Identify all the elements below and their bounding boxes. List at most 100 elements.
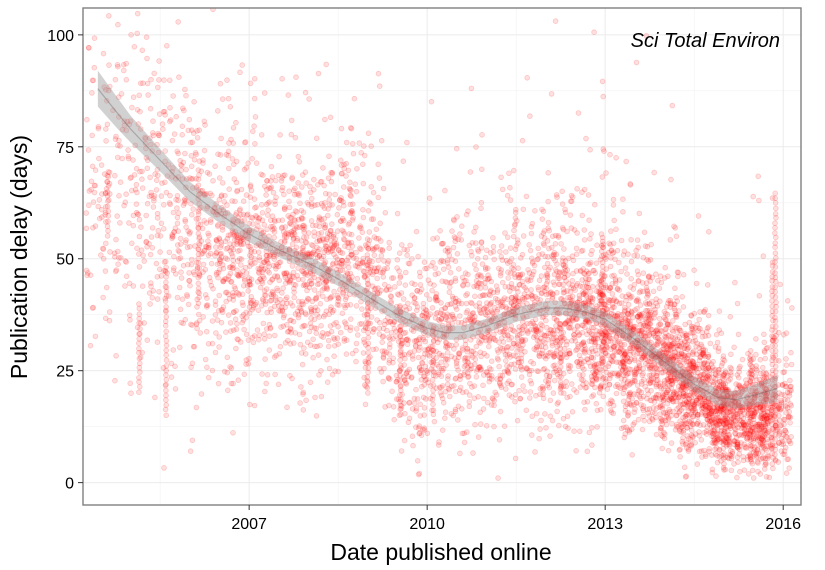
- data-point: [259, 210, 266, 216]
- data-point: [647, 256, 654, 263]
- data-point: [304, 261, 310, 268]
- data-point: [285, 231, 292, 238]
- data-point: [507, 184, 513, 191]
- data-point: [135, 211, 141, 218]
- data-point: [409, 433, 416, 440]
- data-point: [176, 256, 182, 262]
- data-point: [640, 270, 647, 276]
- data-point: [519, 326, 525, 333]
- data-point: [298, 184, 305, 190]
- data-point: [222, 255, 229, 262]
- data-point: [107, 191, 113, 197]
- data-point: [157, 266, 163, 273]
- data-point: [526, 242, 532, 248]
- data-point: [127, 0, 132, 2]
- data-point: [266, 269, 273, 276]
- data-point: [359, 161, 366, 168]
- data-point: [269, 288, 276, 295]
- data-point: [486, 337, 492, 343]
- data-point: [188, 364, 194, 371]
- data-point: [558, 295, 564, 302]
- data-point: [546, 384, 552, 391]
- data-point: [216, 256, 223, 263]
- data-point: [167, 201, 174, 208]
- data-point: [649, 415, 655, 422]
- data-point: [242, 229, 249, 235]
- data-point: [374, 317, 380, 323]
- data-point: [323, 61, 330, 68]
- data-point: [343, 351, 350, 357]
- data-point: [247, 282, 254, 288]
- data-point: [380, 258, 387, 264]
- data-point: [201, 147, 208, 154]
- data-point: [610, 196, 617, 203]
- data-point: [164, 270, 170, 276]
- data-point: [290, 318, 297, 325]
- data-point: [528, 274, 535, 280]
- data-point: [192, 150, 199, 156]
- data-point: [415, 336, 422, 343]
- data-point: [281, 312, 287, 319]
- data-point: [536, 435, 542, 442]
- data-point: [194, 135, 201, 141]
- data-point: [289, 174, 296, 181]
- data-point: [324, 286, 331, 292]
- data-point: [514, 340, 520, 347]
- data-point: [88, 186, 94, 193]
- data-point: [253, 242, 260, 249]
- data-point: [450, 412, 457, 419]
- data-point: [660, 397, 667, 404]
- data-point: [527, 113, 533, 119]
- data-point: [254, 278, 261, 285]
- data-point: [527, 247, 534, 254]
- data-point: [229, 253, 236, 259]
- data-point: [316, 216, 323, 222]
- data-point: [420, 336, 427, 343]
- data-point: [143, 155, 150, 161]
- data-point: [100, 50, 107, 57]
- data-point: [253, 204, 259, 210]
- data-point: [569, 293, 576, 300]
- data-point: [271, 354, 278, 360]
- data-point: [191, 99, 197, 105]
- data-point: [175, 150, 182, 157]
- data-point: [292, 330, 299, 336]
- data-point: [420, 354, 426, 361]
- data-point: [295, 314, 302, 321]
- data-point: [170, 347, 177, 353]
- data-point: [134, 189, 140, 196]
- data-point: [258, 132, 265, 138]
- data-point: [266, 263, 272, 270]
- data-point: [175, 228, 182, 235]
- data-point: [511, 328, 517, 335]
- data-point: [477, 349, 484, 356]
- data-point: [326, 197, 333, 203]
- data-point: [327, 306, 334, 313]
- data-point: [474, 255, 481, 262]
- data-point: [334, 211, 341, 218]
- data-point: [139, 283, 146, 290]
- data-point: [651, 332, 657, 339]
- data-point: [298, 207, 305, 214]
- data-point: [95, 124, 102, 130]
- data-point: [281, 232, 288, 238]
- data-point: [186, 277, 193, 284]
- data-point: [201, 248, 207, 254]
- data-point: [174, 148, 181, 155]
- data-point: [194, 264, 201, 271]
- data-point: [300, 301, 306, 308]
- data-point: [233, 210, 240, 216]
- data-point: [620, 196, 626, 203]
- data-point: [116, 114, 122, 120]
- data-point: [96, 197, 103, 203]
- data-point: [258, 171, 264, 178]
- data-point: [246, 281, 253, 288]
- data-point: [198, 168, 205, 175]
- data-point: [634, 350, 640, 357]
- data-point: [352, 181, 359, 188]
- data-point: [248, 229, 255, 235]
- data-point: [562, 206, 568, 213]
- data-point: [623, 158, 629, 165]
- data-point: [161, 268, 167, 274]
- data-point: [177, 157, 184, 164]
